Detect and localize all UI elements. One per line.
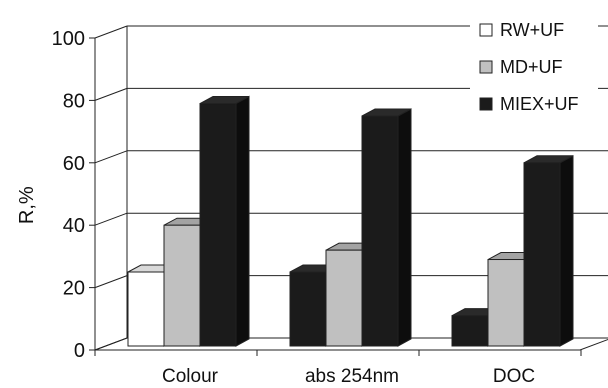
legend-swatch	[480, 61, 492, 73]
y-tick-label: 40	[63, 215, 85, 237]
y-axis-title: R,%	[16, 186, 38, 224]
legend-swatch	[480, 24, 492, 36]
bar-side	[560, 156, 573, 346]
bar-rw-uf	[128, 272, 164, 346]
gridline-side	[95, 213, 127, 225]
bar-md-uf	[326, 250, 362, 346]
legend-label: MD+UF	[500, 57, 563, 77]
bar-miex-uf	[200, 104, 236, 346]
y-tick-label: 20	[63, 278, 85, 300]
y-tick-label: 100	[52, 28, 85, 50]
y-tick-label: 60	[63, 153, 85, 175]
bar-md-uf	[164, 225, 200, 346]
bar-miex-uf	[524, 163, 560, 346]
y-tick-label: 80	[63, 90, 85, 112]
gridline-side	[95, 151, 127, 163]
bar-side	[398, 109, 411, 346]
x-tick-label: DOC	[493, 366, 535, 387]
bar-rw-uf	[290, 272, 326, 346]
gridline-side	[95, 88, 127, 100]
gridline-side	[95, 26, 127, 38]
gridline-side	[95, 276, 127, 288]
bar-md-uf	[488, 260, 524, 346]
legend: RW+UF MD+UF MIEX+UF	[470, 16, 598, 132]
bar-rw-uf	[452, 316, 488, 346]
x-tick-label: abs 254nm	[305, 366, 399, 387]
y-tick-label: 0	[74, 340, 85, 362]
legend-label: MIEX+UF	[500, 94, 579, 114]
bar-side	[236, 97, 249, 346]
bar-miex-uf	[362, 116, 398, 346]
bars	[128, 97, 573, 346]
legend-swatch	[480, 98, 492, 110]
x-tick-label: Colour	[162, 366, 219, 387]
legend-label: RW+UF	[500, 20, 564, 40]
